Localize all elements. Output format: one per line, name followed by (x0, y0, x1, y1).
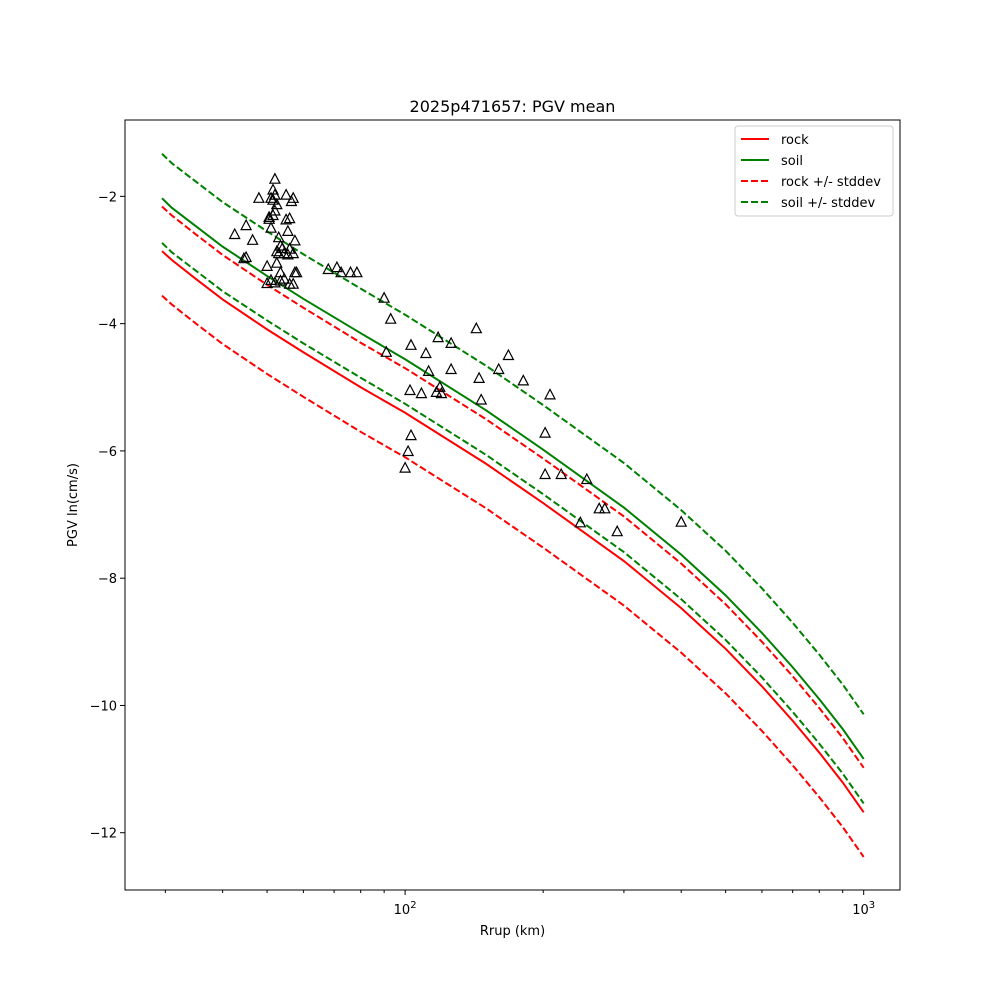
data-point (544, 388, 556, 400)
data-point (492, 362, 505, 375)
data-point (240, 218, 253, 231)
legend-label: soil +/- stddev (781, 196, 876, 211)
data-point (435, 386, 448, 399)
data-point (270, 244, 283, 257)
chart-title: 2025p471657: PGV mean (410, 97, 616, 116)
x-axis-label: Rrup (km) (480, 924, 545, 939)
data-point (330, 260, 343, 273)
data-point (281, 224, 294, 236)
data-point (432, 330, 445, 343)
legend-label: soil (781, 154, 803, 169)
data-point (539, 467, 552, 480)
data-point (237, 251, 250, 264)
y-tick-label: −8 (98, 572, 117, 587)
data-point (274, 274, 287, 286)
data-point (261, 276, 274, 289)
series-line-3 (161, 294, 865, 858)
data-point (272, 246, 285, 259)
data-point (611, 524, 624, 537)
data-point (350, 265, 363, 278)
data-point (470, 321, 483, 334)
legend-label: rock +/- stddev (781, 175, 881, 190)
data-point (675, 515, 688, 527)
data-point (280, 213, 293, 225)
data-point (539, 426, 552, 438)
data-point (378, 291, 391, 303)
data-point (502, 348, 515, 361)
data-point (322, 262, 335, 275)
data-point (287, 246, 300, 259)
data-point (265, 191, 277, 203)
data-point (287, 277, 300, 289)
data-point (272, 230, 285, 243)
x-tick-label: 103 (852, 900, 875, 918)
data-point (405, 428, 417, 441)
data-point (265, 221, 277, 233)
series-line-2 (161, 205, 865, 769)
y-tick-label: −6 (98, 445, 117, 460)
data-point (399, 461, 412, 473)
data-point (270, 256, 283, 268)
y-tick-label: −2 (98, 190, 117, 205)
data-point (263, 212, 276, 224)
series-line-5 (161, 242, 865, 805)
plot-area (161, 153, 865, 858)
data-point (280, 188, 293, 200)
data-point (228, 227, 241, 240)
data-point (598, 502, 611, 514)
data-point (252, 191, 265, 203)
data-point (384, 312, 397, 324)
x-tick-label: 102 (394, 900, 417, 918)
y-tick-label: −4 (98, 318, 117, 333)
data-point (380, 345, 393, 357)
data-point (287, 191, 300, 203)
data-point (475, 393, 488, 405)
data-point (517, 374, 530, 386)
legend-label: rock (781, 133, 809, 148)
data-point (268, 172, 281, 184)
legend-box (734, 125, 894, 217)
data-point (415, 386, 428, 399)
data-point (445, 336, 458, 348)
data-point (580, 472, 593, 485)
data-point (335, 265, 348, 278)
data-point (422, 364, 435, 376)
data-point (263, 210, 276, 222)
series-line-4 (161, 153, 865, 715)
data-point (288, 234, 301, 246)
data-point (473, 371, 486, 383)
series-line-0 (161, 250, 865, 813)
data-point (555, 467, 568, 480)
data-point (344, 265, 357, 278)
data-point (402, 444, 415, 457)
data-point (445, 362, 458, 375)
data-point (283, 211, 296, 224)
data-point (290, 265, 303, 278)
data-point (240, 250, 253, 263)
data-point (405, 338, 417, 350)
data-point (246, 233, 259, 245)
y-axis: −2 −4 −6 −8 −10 −12 (90, 190, 125, 842)
series-line-1 (161, 197, 865, 760)
y-axis-label: PGV ln(cm/s) (66, 463, 81, 547)
data-point (267, 193, 279, 205)
y-tick-label: −10 (90, 699, 117, 714)
data-point (574, 516, 587, 528)
x-axis: 102 103 (164, 890, 875, 918)
data-point (268, 276, 281, 288)
y-tick-label: −12 (90, 827, 117, 842)
data-point (404, 383, 416, 396)
data-point (261, 259, 274, 271)
plot-frame (124, 119, 901, 891)
legend: rock soil rock +/- stddev soil +/- stddev (734, 125, 894, 217)
data-point (419, 346, 432, 359)
